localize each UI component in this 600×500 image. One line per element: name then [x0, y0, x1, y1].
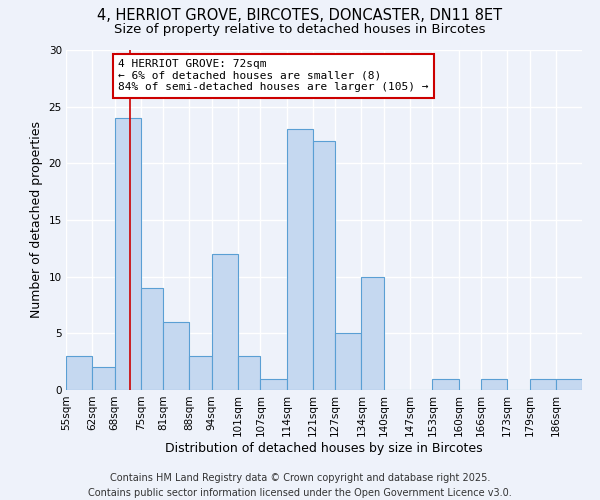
Text: 4, HERRIOT GROVE, BIRCOTES, DONCASTER, DN11 8ET: 4, HERRIOT GROVE, BIRCOTES, DONCASTER, D… — [97, 8, 503, 22]
Bar — [287, 130, 313, 390]
Bar — [212, 254, 238, 390]
Text: Contains HM Land Registry data © Crown copyright and database right 2025.
Contai: Contains HM Land Registry data © Crown c… — [88, 472, 512, 498]
Bar — [313, 140, 335, 390]
Bar — [556, 378, 582, 390]
Y-axis label: Number of detached properties: Number of detached properties — [30, 122, 43, 318]
Bar — [92, 368, 115, 390]
Text: Size of property relative to detached houses in Bircotes: Size of property relative to detached ho… — [114, 22, 486, 36]
Bar — [260, 378, 287, 390]
Bar — [141, 288, 163, 390]
Bar — [530, 378, 556, 390]
Bar — [115, 118, 141, 390]
Bar — [66, 356, 92, 390]
Bar — [238, 356, 260, 390]
Bar — [335, 334, 361, 390]
Text: 4 HERRIOT GROVE: 72sqm
← 6% of detached houses are smaller (8)
84% of semi-detac: 4 HERRIOT GROVE: 72sqm ← 6% of detached … — [118, 59, 429, 92]
Bar — [361, 276, 384, 390]
Bar — [163, 322, 190, 390]
Bar — [433, 378, 458, 390]
Bar — [481, 378, 507, 390]
Bar — [190, 356, 212, 390]
X-axis label: Distribution of detached houses by size in Bircotes: Distribution of detached houses by size … — [165, 442, 483, 455]
